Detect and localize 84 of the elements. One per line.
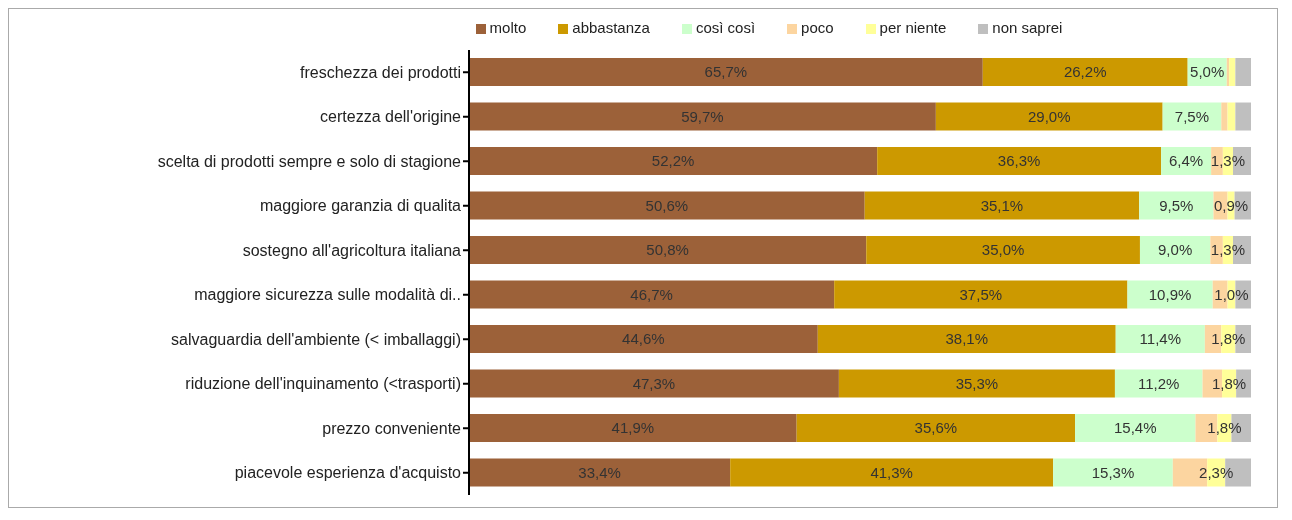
- legend-label: molto: [489, 19, 527, 36]
- bar: [1235, 58, 1251, 87]
- data-label: 35,6%: [914, 419, 958, 437]
- bar: [469, 414, 797, 443]
- data-label: 38,1%: [945, 330, 989, 348]
- bar: [796, 414, 1076, 443]
- data-label: 15,3%: [1091, 463, 1135, 481]
- y-tick-label: freschezza dei prodotti: [300, 63, 461, 81]
- y-tick-label: scelta di prodotti sempre e solo di stagione: [157, 152, 462, 170]
- bar: [982, 58, 1188, 87]
- bar: [469, 458, 731, 487]
- data-label: 11,4%: [1139, 330, 1181, 348]
- legend-label: abbastanza: [572, 19, 650, 36]
- bar: [838, 369, 1115, 398]
- legend-label: così così: [695, 19, 756, 36]
- data-label: 35,1%: [980, 196, 1024, 214]
- bar: [834, 280, 1128, 309]
- bar: [817, 325, 1116, 354]
- legend-label: per niente: [879, 19, 947, 36]
- data-label: 37,5%: [959, 285, 1003, 303]
- data-label: 6,4%: [1168, 152, 1204, 170]
- data-label: 1,8%: [1211, 330, 1246, 348]
- data-label: 1,8%: [1207, 419, 1242, 437]
- bar: [730, 458, 1054, 487]
- bar: [1114, 369, 1203, 398]
- data-label: 41,9%: [611, 419, 655, 437]
- data-label: 1,3%: [1210, 152, 1246, 170]
- bar: [469, 325, 818, 354]
- data-label: 5,0%: [1190, 63, 1225, 81]
- data-label: 50,6%: [645, 196, 689, 214]
- data-label: 2,3%: [1199, 463, 1234, 481]
- data-label: 29,0%: [1027, 107, 1071, 125]
- bar: [1075, 414, 1196, 443]
- bar: [877, 147, 1162, 176]
- data-label: 9,5%: [1159, 196, 1194, 214]
- y-tick-label: maggiore garanzia di qualita: [259, 197, 462, 215]
- bar: [469, 102, 936, 131]
- bar: [1127, 280, 1213, 309]
- bar: [1053, 458, 1173, 487]
- bar: [469, 280, 835, 309]
- bar: [469, 58, 983, 87]
- y-tick-label: certezza dell'origine: [320, 108, 462, 126]
- data-label: 47,3%: [632, 374, 676, 392]
- data-label: 52,2%: [651, 152, 695, 170]
- bar: [469, 369, 839, 398]
- bar: [866, 236, 1140, 265]
- legend-label: non saprei: [992, 19, 1063, 36]
- y-tick-label: prezzo conveniente: [322, 419, 462, 437]
- data-label: 50,8%: [646, 241, 689, 259]
- bar: [1229, 58, 1236, 87]
- y-tick-label: salvaguardia dell'ambiente (< imballaggi): [171, 330, 461, 348]
- bar: [864, 191, 1140, 220]
- data-label: 35,3%: [955, 374, 999, 392]
- bar: [469, 147, 878, 176]
- y-tick-label: sostegno all'agricoltura italiana: [242, 241, 462, 259]
- bar: [1115, 325, 1205, 354]
- bar: [1221, 102, 1228, 131]
- data-label: 0,9%: [1213, 196, 1249, 214]
- data-label: 9,0%: [1158, 241, 1193, 259]
- data-label: 46,7%: [630, 285, 673, 303]
- y-tick-label: maggiore sicurezza sulle modalità di..: [194, 286, 461, 304]
- bar: [469, 191, 865, 220]
- data-label: 11,2%: [1138, 374, 1180, 392]
- data-label: 44,6%: [622, 330, 665, 348]
- data-label: 36,3%: [997, 152, 1041, 170]
- data-label: 35,0%: [981, 241, 1025, 259]
- y-tick-label: riduzione dell'inquinamento (<trasporti): [185, 375, 461, 393]
- data-label: 1,8%: [1212, 374, 1247, 392]
- data-label: 59,7%: [681, 107, 724, 125]
- bar: [935, 102, 1163, 131]
- data-label: 33,4%: [578, 463, 621, 481]
- bar: [1235, 102, 1251, 131]
- data-label: 26,2%: [1063, 63, 1107, 81]
- legend-label: poco: [801, 19, 834, 36]
- bar: [469, 236, 867, 265]
- data-label: 7,5%: [1174, 107, 1210, 125]
- data-label: 15,4%: [1113, 419, 1157, 437]
- data-label: 41,3%: [870, 463, 913, 481]
- data-label: 1,0%: [1214, 285, 1249, 303]
- bar: [1139, 191, 1214, 220]
- data-label: 1,3%: [1210, 241, 1246, 259]
- data-label: 65,7%: [704, 63, 748, 81]
- y-tick-label: piacevole esperienza d'acquisto: [234, 464, 462, 482]
- data-label: 10,9%: [1148, 285, 1192, 303]
